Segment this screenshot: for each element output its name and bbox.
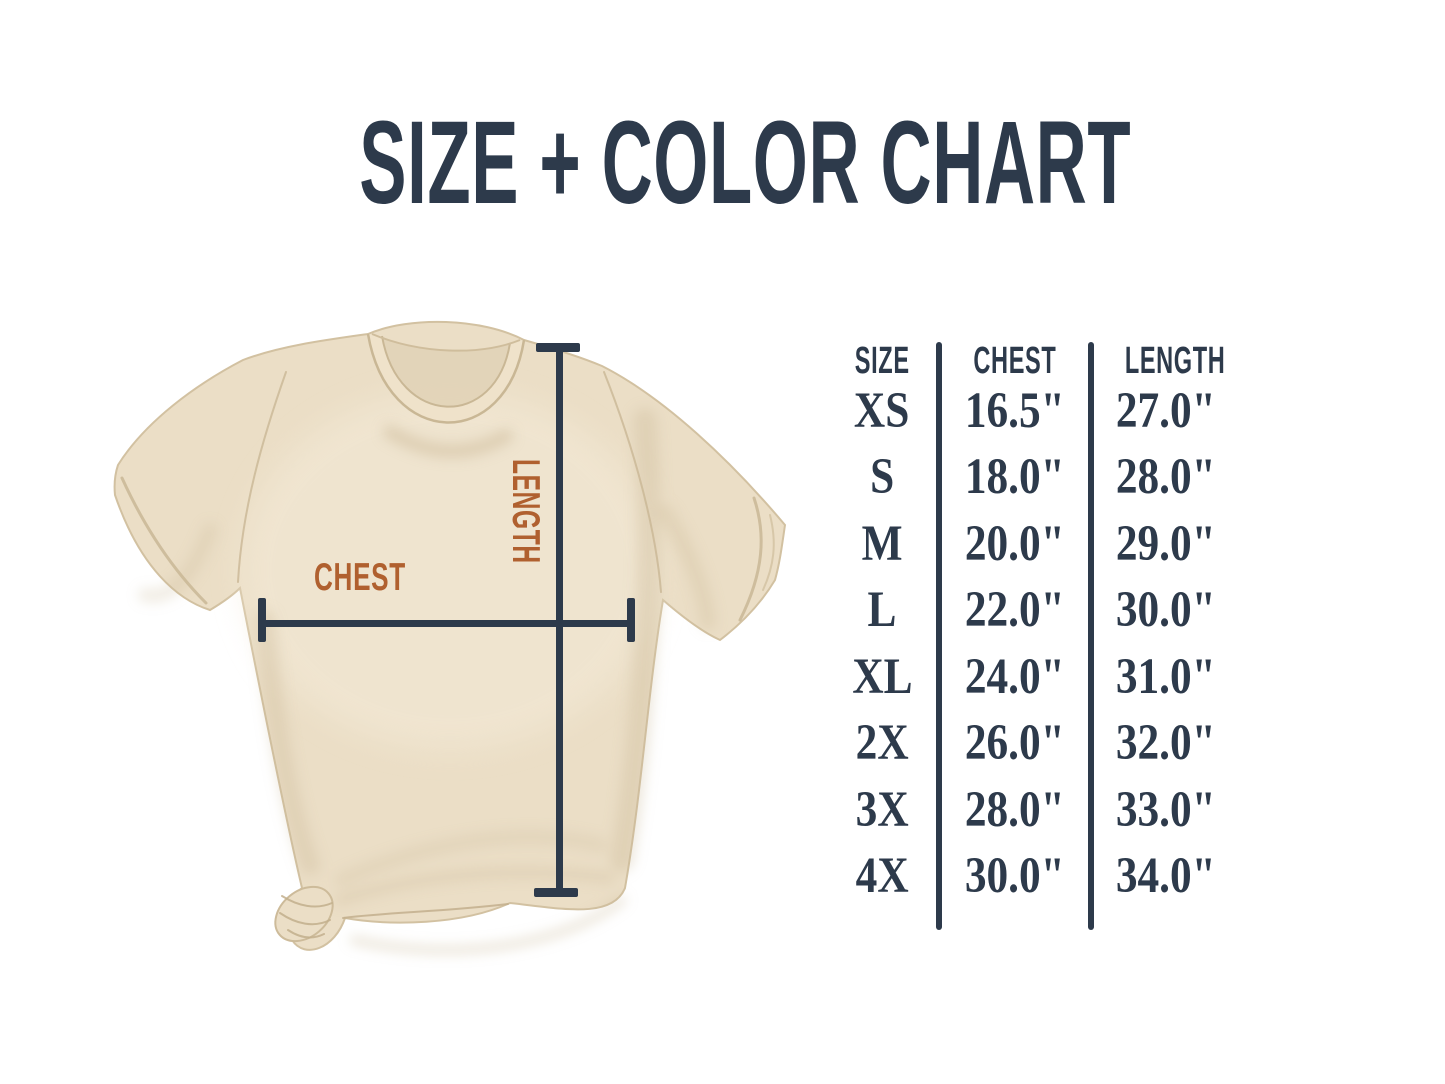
table-row: S 18.0" 28.0"	[828, 445, 1237, 512]
size-cell: XL	[851, 648, 913, 705]
chest-cell: 22.0"	[965, 582, 1065, 639]
chest-cell: 24.0"	[965, 648, 1065, 705]
chest-cell: 28.0"	[965, 781, 1065, 838]
length-line-top-cap	[536, 343, 580, 352]
table-divider	[936, 342, 942, 930]
length-cell: 28.0"	[1115, 449, 1216, 506]
hem-knot	[274, 885, 509, 943]
table-divider	[1088, 342, 1094, 930]
chest-cell: 30.0"	[965, 848, 1065, 905]
chest-cell: 16.5"	[965, 382, 1065, 439]
header-chest: CHEST	[973, 340, 1057, 382]
fabric-highlight	[240, 390, 660, 750]
chest-measure-line	[259, 620, 635, 627]
length-cell: 27.0"	[1115, 382, 1216, 439]
table-row: M 20.0" 29.0"	[828, 511, 1237, 578]
chest-line-left-cap	[258, 598, 266, 642]
chest-label: CHEST	[314, 556, 406, 599]
chest-cell: 18.0"	[965, 449, 1065, 506]
size-cell: M	[861, 515, 903, 572]
size-table: SIZE CHEST LENGTH XS 16.5" 27.0" S 18.0"…	[828, 340, 1237, 930]
length-cell: 29.0"	[1115, 515, 1216, 572]
table-header-row: SIZE CHEST LENGTH	[828, 340, 1237, 382]
page-title-text: SIZE + COLOR CHART	[359, 97, 1131, 229]
size-cell: L	[867, 582, 897, 639]
length-cell: 31.0"	[1115, 648, 1216, 705]
table-row: XS 16.5" 27.0"	[828, 378, 1237, 445]
table-row: 4X 30.0" 34.0"	[828, 844, 1237, 911]
table-row: 2X 26.0" 32.0"	[828, 711, 1237, 778]
header-length: LENGTH	[1124, 340, 1226, 382]
size-cell: 2X	[855, 715, 909, 772]
length-cell: 32.0"	[1115, 715, 1216, 772]
length-measure-line	[556, 344, 563, 893]
chest-cell: 20.0"	[965, 515, 1065, 572]
size-cell: 4X	[855, 848, 909, 905]
page-title: SIZE + COLOR CHART	[45, 104, 1445, 222]
table-row: XL 24.0" 31.0"	[828, 644, 1237, 711]
table-row: L 22.0" 30.0"	[828, 578, 1237, 645]
chest-line-right-cap	[627, 598, 635, 642]
table-row: 3X 28.0" 33.0"	[828, 777, 1237, 844]
length-label: LENGTH	[504, 459, 547, 564]
length-cell: 30.0"	[1115, 582, 1216, 639]
size-cell: XS	[854, 382, 910, 439]
header-size: SIZE	[854, 340, 910, 382]
chest-cell: 26.0"	[965, 715, 1065, 772]
collar	[366, 333, 526, 424]
seam-lines	[120, 371, 775, 622]
tshirt-illustration	[113, 320, 787, 955]
fabric-shading	[138, 408, 716, 955]
size-cell: 3X	[855, 781, 909, 838]
length-cell: 34.0"	[1115, 848, 1216, 905]
size-cell: S	[869, 449, 895, 506]
length-cell: 33.0"	[1115, 781, 1216, 838]
length-line-bottom-cap	[534, 888, 578, 897]
